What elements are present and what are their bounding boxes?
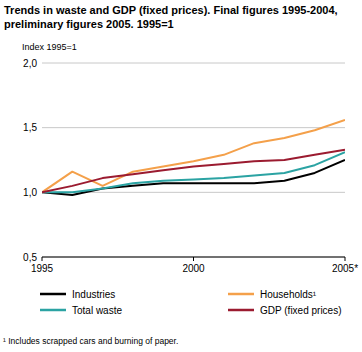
legend-swatch [228, 309, 254, 312]
x-tick-label: 2000 [182, 263, 205, 274]
y-tick-label: 1,5 [23, 122, 37, 133]
legend-label: Total waste [72, 305, 122, 316]
legend-label: Industries [72, 289, 115, 300]
grid-line [42, 63, 345, 64]
title: Trends in waste and GDP (fixed prices). … [4, 3, 358, 31]
legend-swatch [40, 293, 66, 296]
legend-swatch [40, 309, 66, 312]
x-tick-label: 1995 [31, 263, 54, 274]
legend-label: Households¹ [260, 289, 317, 300]
legend-swatch [228, 293, 254, 296]
legend-label: GDP (fixed prices) [260, 305, 342, 316]
y-axis-label: Index 1995=1 [22, 42, 77, 52]
x-tick [193, 257, 194, 261]
y-tick-label: 1,0 [23, 187, 37, 198]
plot-area [42, 120, 345, 195]
y-tick-label: 2,0 [23, 58, 37, 69]
x-tick [345, 257, 346, 261]
series-line [42, 150, 345, 193]
footnote: ¹ Includes scrapped cars and burning of … [3, 336, 178, 346]
x-tick [42, 257, 43, 261]
series-line [42, 120, 345, 192]
x-tick-label: 2005* [332, 263, 358, 274]
grid-line [42, 127, 345, 128]
y-tick-label: 0,5 [23, 252, 37, 263]
